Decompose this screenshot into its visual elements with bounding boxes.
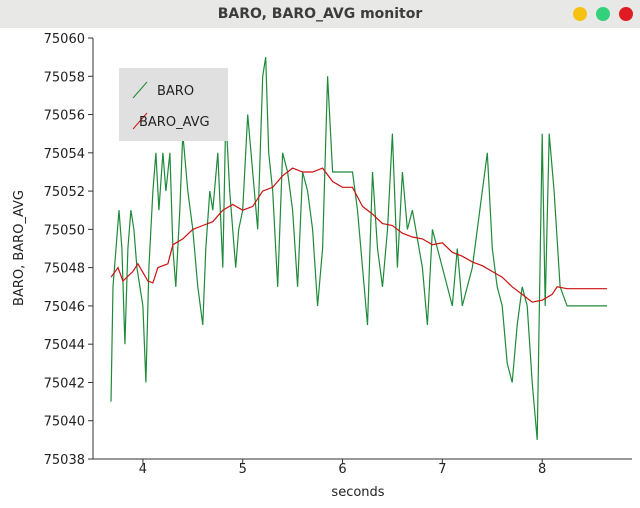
maximize-button[interactable] — [596, 7, 610, 21]
y-tick-label: 75038 — [44, 453, 85, 468]
line-series — [110, 57, 607, 440]
y-tick-label: 75040 — [44, 415, 85, 430]
y-tick-label: 75048 — [44, 262, 85, 277]
legend-icon — [132, 81, 148, 99]
window-title: BARO, BARO_AVG monitor — [218, 6, 423, 22]
legend-label: BARO_AVG — [139, 115, 210, 130]
y-axis-label: BARO, BARO_AVG — [12, 190, 27, 306]
x-axis-label: seconds — [331, 485, 384, 500]
y-tick-label: 75042 — [44, 376, 85, 391]
plot: 75038 75040 75042 75044 75046 75048 75050 75052… — [44, 32, 632, 477]
x-tick-label: 7 — [438, 462, 446, 477]
x-tick-label: 5 — [239, 462, 247, 477]
x-tick-label: 6 — [338, 462, 346, 477]
legend-box — [119, 68, 228, 141]
y-tick-label: 75058 — [44, 70, 85, 85]
y-tick-label: 75052 — [44, 185, 85, 200]
y-tick-label: 75046 — [44, 300, 85, 315]
y-tick-label: 75056 — [44, 109, 85, 124]
minimize-button[interactable] — [573, 7, 587, 21]
close-button[interactable] — [619, 7, 633, 21]
legend-icon — [132, 112, 148, 130]
x-tick-label: 8 — [538, 462, 546, 477]
x-tick-label: 4 — [139, 462, 147, 477]
line-series — [110, 167, 607, 303]
title-bar — [0, 0, 640, 28]
y-tick-label: 75054 — [44, 147, 85, 162]
y-tick-label: 75060 — [44, 32, 85, 47]
y-tick-label: 75050 — [44, 223, 85, 238]
y-tick-label: 75044 — [44, 338, 85, 353]
legend-label: BARO — [157, 84, 194, 99]
